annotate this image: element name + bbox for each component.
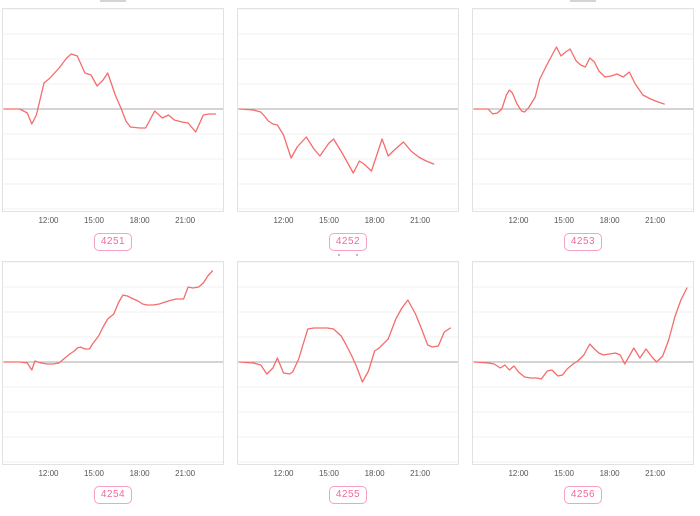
x-tick-label: 12:00 [273,216,294,225]
x-tick-label: 21:00 [410,469,431,478]
x-tick-label: 21:00 [175,216,196,225]
x-tick-label: 12:00 [273,469,294,478]
clipped-chart-title [100,0,126,2]
chart-id-badge-4255[interactable]: 4255 [328,486,368,504]
x-axis: 12:00 15:00 18:00 21:00 [238,212,458,231]
chart-panel [472,8,694,212]
chart-canvas-4253[interactable] [473,9,693,211]
x-tick-label: 15:00 [553,216,575,225]
x-tick-label: 18:00 [129,216,150,225]
chart-id-badge-4251[interactable]: 4251 [93,233,133,251]
x-tick-label: 18:00 [599,216,620,225]
x-tick-label: 12:00 [38,216,59,225]
x-axis: 12:00 15:00 18:00 21:00 [238,465,458,484]
chart-cell-4256: 12:00 15:00 18:00 21:00 4256 [472,253,694,506]
x-tick-label: 18:00 [364,216,385,225]
x-tick-label: 12:00 [508,469,529,478]
chart-id-badge-4256[interactable]: 4256 [563,486,603,504]
x-tick-label: 15:00 [83,469,105,478]
badge-row: 4253 [472,231,694,253]
x-axis: 12:00 15:00 18:00 21:00 [3,212,223,231]
chart-canvas-4255[interactable] [238,262,458,464]
badge-row: 4254 [2,484,224,506]
x-axis: 12:00 15:00 18:00 21:00 [473,465,693,484]
x-tick-label: 15:00 [83,216,105,225]
clipped-chart-title [570,0,596,2]
x-axis: 12:00 15:00 18:00 21:00 [473,212,693,231]
chart-grid-row-1: 12:00 15:00 18:00 21:00 4251 12:00 15:00 18:0… [2,0,700,253]
badge-row: 4252 [237,231,459,253]
x-tick-label: 15:00 [553,469,575,478]
x-tick-label: 18:00 [129,469,150,478]
chart-panel [237,8,459,212]
chart-canvas-4254[interactable] [3,262,223,464]
chart-panel [237,261,459,465]
x-tick-label: 15:00 [318,216,340,225]
chart-cell-4254: 12:00 15:00 18:00 21:00 4254 [2,253,224,506]
x-tick-label: 12:00 [508,216,529,225]
chart-id-badge-4252[interactable]: 4252 [328,233,368,251]
chart-cell-4253: 12:00 15:00 18:00 21:00 4253 [472,0,694,253]
badge-row: 4255 [237,484,459,506]
badge-row: 4251 [2,231,224,253]
x-tick-label: 21:00 [410,216,431,225]
chart-cell-4252: 12:00 15:00 18:00 21:00 4252 [237,0,459,253]
x-axis: 12:00 15:00 18:00 21:00 [3,465,223,484]
x-tick-label: 18:00 [599,469,620,478]
clipped-chart-title [338,254,358,256]
x-tick-label: 15:00 [318,469,340,478]
chart-grid-row-2: 12:00 15:00 18:00 21:00 4254 12:00 15:00 18:0… [2,253,700,506]
x-tick-label: 21:00 [645,216,666,225]
badge-row: 4256 [472,484,694,506]
x-tick-label: 12:00 [38,469,59,478]
x-tick-label: 21:00 [175,469,196,478]
chart-id-badge-4254[interactable]: 4254 [93,486,133,504]
x-tick-label: 18:00 [364,469,385,478]
chart-canvas-4252[interactable] [238,9,458,211]
chart-cell-4255: 12:00 15:00 18:00 21:00 4255 [237,253,459,506]
chart-panel [2,8,224,212]
chart-cell-4251: 12:00 15:00 18:00 21:00 4251 [2,0,224,253]
chart-panel [2,261,224,465]
chart-canvas-4256[interactable] [473,262,693,464]
x-tick-label: 21:00 [645,469,666,478]
chart-panel [472,261,694,465]
chart-canvas-4251[interactable] [3,9,223,211]
chart-id-badge-4253[interactable]: 4253 [563,233,603,251]
